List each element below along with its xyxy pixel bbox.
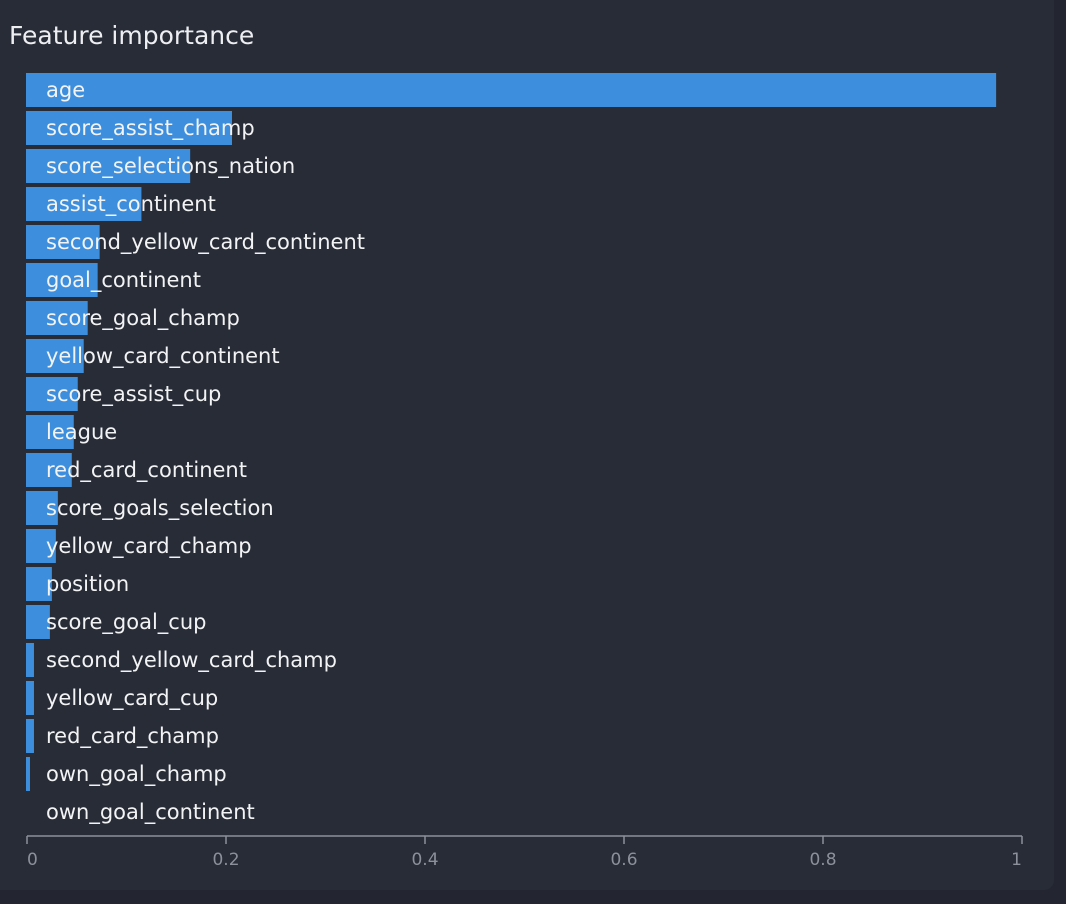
bar-label-yellow-card-cup: yellow_card_cup bbox=[46, 686, 218, 711]
bar-score-assist-cup bbox=[26, 377, 78, 411]
bar-label-yellow-card-continent: yellow_card_continent bbox=[46, 344, 280, 369]
x-tick-label: 0.8 bbox=[809, 850, 836, 870]
bar-label-own-goal-continent: own_goal_continent bbox=[46, 800, 255, 825]
bar-score-selections-nation bbox=[26, 149, 191, 183]
bar-label-yellow-card-champ: yellow_card_champ bbox=[46, 534, 252, 559]
bar-score-goals-selection bbox=[26, 491, 58, 525]
bar-label-league: league bbox=[46, 420, 117, 444]
bar-label-score-goal-champ: score_goal_champ bbox=[46, 306, 240, 331]
bar-assist-continent bbox=[26, 187, 142, 221]
x-tick-label: 0.4 bbox=[411, 850, 438, 870]
x-axis: 0 0.2 0.4 0.6 0.8 1 bbox=[26, 835, 1023, 870]
bar-own-goal-champ bbox=[26, 757, 30, 791]
bar-red-card-continent bbox=[26, 453, 72, 487]
bar-labels-group: age score_assist_champ score_selections_na… bbox=[46, 78, 365, 825]
x-tick-label: 1 bbox=[1011, 850, 1022, 870]
bar-score-assist-champ bbox=[26, 111, 232, 145]
bar-label-age: age bbox=[46, 78, 85, 102]
bar-label-goal-continent: goal_continent bbox=[46, 268, 201, 293]
bar-yellow-card-champ bbox=[26, 529, 56, 563]
bar-second-yellow-card-champ bbox=[26, 643, 34, 677]
bar-label-own-goal-champ: own_goal_champ bbox=[46, 762, 227, 787]
bar-label-second-yellow-card-champ: second_yellow_card_champ bbox=[46, 648, 337, 673]
bar-label-score-goal-cup: score_goal_cup bbox=[46, 610, 207, 635]
bar-yellow-card-continent bbox=[26, 339, 84, 373]
bar-goal-continent bbox=[26, 263, 98, 297]
feature-importance-chart: age score_assist_champ score_selections_na… bbox=[26, 73, 1023, 870]
bar-label-score-goals-selection: score_goals_selection bbox=[46, 496, 274, 521]
bar-score-goal-champ bbox=[26, 301, 88, 335]
bar-age bbox=[26, 73, 997, 107]
bar-red-card-champ bbox=[26, 719, 34, 753]
bar-label-score-assist-cup: score_assist_cup bbox=[46, 382, 221, 407]
bar-score-goal-cup bbox=[26, 605, 50, 639]
x-tick-label: 0.2 bbox=[212, 850, 239, 870]
bar-label-red-card-champ: red_card_champ bbox=[46, 724, 219, 749]
x-tick-label: 0.6 bbox=[610, 850, 637, 870]
bars-group bbox=[26, 73, 997, 791]
bar-label-second-yellow-card-continent: second_yellow_card_continent bbox=[46, 230, 365, 255]
bar-league bbox=[26, 415, 74, 449]
bar-label-red-card-continent: red_card_continent bbox=[46, 458, 247, 483]
chart-panel: Feature importance age score_assist_champ… bbox=[9, 21, 1023, 870]
bar-label-assist-continent: assist_continent bbox=[46, 192, 216, 217]
bar-label-position: position bbox=[46, 572, 129, 596]
bar-label-score-assist-champ: score_assist_champ bbox=[46, 116, 255, 141]
bar-second-yellow-card-continent bbox=[26, 225, 100, 259]
x-tick-label: 0 bbox=[27, 850, 38, 870]
bar-yellow-card-cup bbox=[26, 681, 34, 715]
bar-label-score-selections-nation: score_selections_nation bbox=[46, 154, 295, 179]
chart-title: Feature importance bbox=[9, 21, 255, 50]
bar-position bbox=[26, 567, 52, 601]
